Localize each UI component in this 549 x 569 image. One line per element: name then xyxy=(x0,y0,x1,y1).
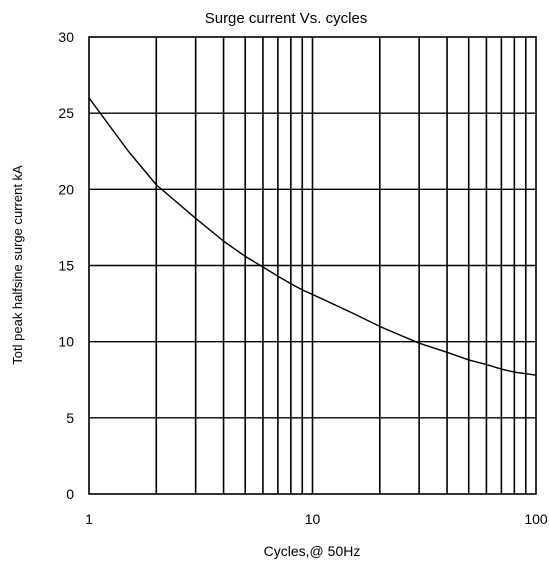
y-axis-label: Totl peak halfsine surge current kA xyxy=(10,165,25,365)
y-tick-label: 0 xyxy=(66,486,74,502)
axes xyxy=(88,36,537,495)
x-tick-label: 100 xyxy=(524,511,548,527)
x-axis-label: Cycles,@ 50Hz xyxy=(264,543,361,559)
y-tick-label: 20 xyxy=(58,181,74,197)
y-tick-label: 25 xyxy=(58,105,74,121)
plot-frame xyxy=(88,36,537,495)
series-line xyxy=(88,97,537,376)
y-tick-label: 30 xyxy=(58,29,74,45)
x-tick-label: 1 xyxy=(85,511,93,527)
grid xyxy=(89,37,536,494)
chart-title: Surge current Vs. cycles xyxy=(205,10,368,27)
y-tick-label: 10 xyxy=(58,334,74,350)
x-tick-label: 10 xyxy=(305,511,321,527)
tick-labels: 0 5 10 15 20 25 30 1 10 100 xyxy=(58,29,547,527)
y-tick-label: 5 xyxy=(66,410,74,426)
y-tick-label: 15 xyxy=(58,258,74,274)
series-layer xyxy=(88,97,537,376)
